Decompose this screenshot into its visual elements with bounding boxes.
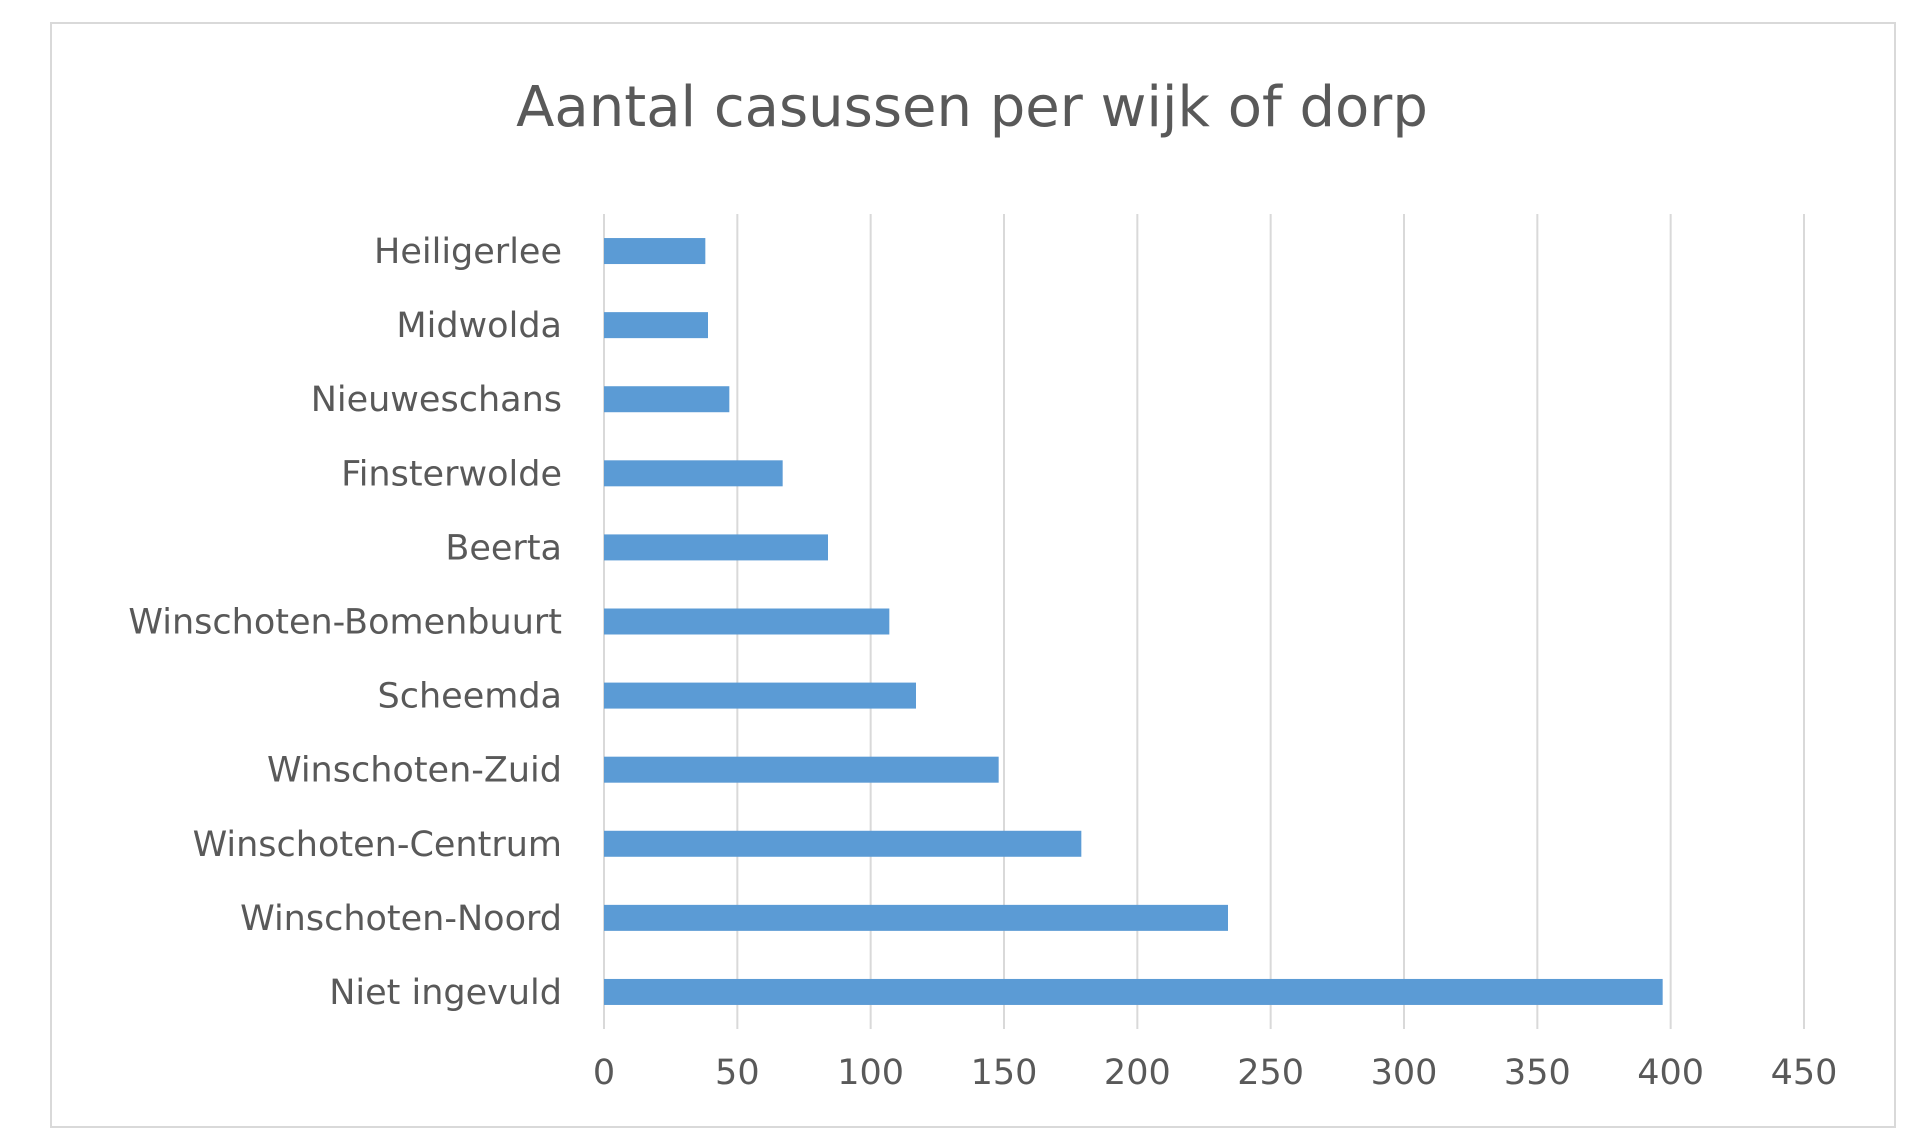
x-tick-label: 450: [1771, 1053, 1838, 1093]
x-tick-labels: 0 50 100 150 200 250 300 350 400 450: [593, 1053, 1838, 1093]
category-labels: Heiligerlee Midwolda Nieuweschans Finsterwo…: [128, 232, 562, 1013]
category-label: Winschoten-Noord: [240, 899, 562, 939]
chart-title: Aantal casussen per wijk of dorp: [516, 75, 1428, 140]
chart-area: Aantal casussen per wijk of dorp Heilige…: [50, 22, 1896, 1128]
bar: [604, 238, 706, 265]
bar: [604, 534, 828, 561]
category-label: Niet ingevuld: [329, 973, 562, 1013]
bars: [604, 238, 1663, 1005]
x-tick-label: 100: [837, 1053, 904, 1093]
category-label: Nieuweschans: [311, 380, 562, 420]
x-tick-label: 200: [1104, 1053, 1171, 1093]
x-tick-label: 150: [971, 1053, 1038, 1093]
category-label: Beerta: [445, 528, 562, 568]
bar: [604, 386, 730, 413]
x-tick-label: 400: [1637, 1053, 1704, 1093]
bar: [604, 460, 783, 487]
category-label: Heiligerlee: [374, 232, 562, 272]
category-label: Winschoten-Bomenbuurt: [128, 603, 562, 643]
bar: [604, 682, 916, 709]
gridlines: [603, 214, 1805, 1029]
category-label: Winschoten-Centrum: [193, 825, 562, 865]
bar: [604, 830, 1082, 857]
x-tick-label: 300: [1371, 1053, 1438, 1093]
x-tick-label: 50: [715, 1053, 760, 1093]
bar: [604, 756, 999, 783]
bar: [604, 978, 1663, 1005]
bar-chart: Aantal casussen per wijk of dorp Heilige…: [128, 75, 1838, 1093]
bar: [604, 608, 890, 635]
x-tick-label: 0: [593, 1053, 615, 1093]
bar: [604, 312, 708, 339]
x-tick-label: 250: [1237, 1053, 1304, 1093]
category-label: Winschoten-Zuid: [267, 751, 562, 791]
category-label: Scheemda: [378, 677, 562, 717]
category-label: Finsterwolde: [341, 454, 562, 494]
x-tick-label: 350: [1504, 1053, 1571, 1093]
category-label: Midwolda: [396, 306, 562, 346]
bar: [604, 904, 1228, 931]
